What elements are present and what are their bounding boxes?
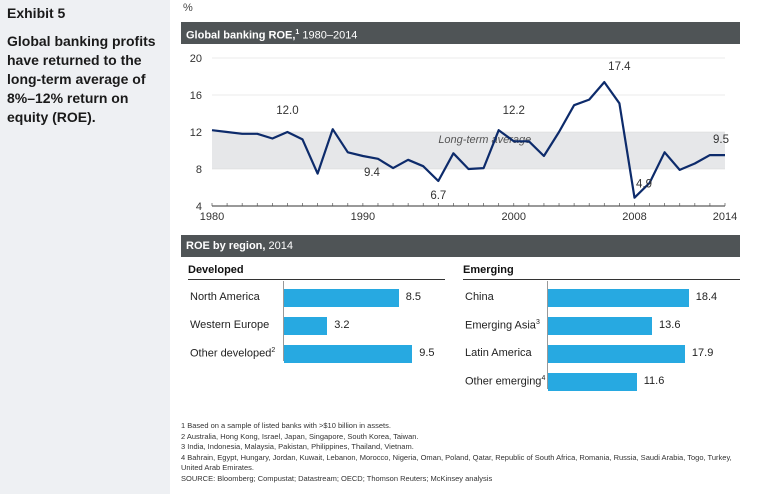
line-chart-title: Global banking ROE,	[186, 29, 296, 42]
band-label: Long-term average	[438, 134, 531, 146]
exhibit-sidebar: Exhibit 5 Global banking profits have re…	[0, 0, 170, 494]
y-tick-label: 16	[190, 90, 202, 102]
bar	[548, 373, 637, 391]
category-label: Latin America	[465, 347, 532, 359]
roe-line-chart: Long-term average 4 8 12 16 20 1980 1990 2000 200…	[190, 53, 737, 223]
category-name: China	[465, 291, 494, 303]
data-label: 12.2	[503, 105, 525, 117]
y-tick-label: 20	[190, 53, 202, 65]
category-name: Other emerging	[465, 375, 542, 388]
category-footnote-ref: 2	[271, 347, 276, 354]
bar-value-label: 17.9	[691, 347, 714, 359]
bar-chart-header: ROE by region, 2014	[181, 235, 740, 257]
emerging-heading: Emerging	[463, 264, 514, 276]
x-tick-label: 1980	[200, 211, 224, 223]
category-label: Other emerging4	[465, 375, 545, 388]
footnotes: 1 Based on a sample of listed banks with…	[181, 421, 741, 484]
bar-value-label: 13.6	[659, 319, 681, 331]
bar-chart-title: ROE by region,	[186, 240, 266, 252]
data-label: 12.0	[276, 105, 298, 117]
data-label: 4.9	[636, 179, 652, 191]
x-tick-label: 2008	[622, 211, 646, 223]
category-label: Western Europe	[190, 319, 269, 331]
data-label: 9.5	[713, 134, 729, 146]
bar-value-label: 3.2	[334, 319, 350, 331]
footnote-line: 1 Based on a sample of listed banks with…	[181, 421, 391, 430]
bar-value-label: 11.6	[643, 375, 665, 387]
line-chart-footnote-ref: 1	[295, 29, 300, 36]
data-label: 17.4	[608, 61, 631, 73]
category-name: Latin America	[465, 347, 532, 359]
bar	[284, 317, 328, 335]
category-label: Emerging Asia3	[465, 319, 540, 332]
emerging-divider	[463, 279, 740, 280]
y-tick-label: 8	[196, 164, 202, 176]
category-name: Emerging Asia	[465, 319, 536, 332]
bar	[284, 345, 413, 363]
category-name: North America	[190, 291, 260, 303]
y-tick-label: 12	[190, 127, 202, 139]
x-tick-label: 2014	[713, 211, 737, 223]
x-tick-label: 1990	[351, 211, 375, 223]
category-label: Other developed2	[190, 347, 275, 360]
developed-heading: Developed	[188, 264, 244, 276]
bar-axis-line	[547, 281, 548, 389]
bar-chart-range: 2014	[265, 240, 293, 252]
bar-value-label: 8.5	[405, 291, 422, 303]
exhibit-label: Exhibit 5	[7, 5, 66, 21]
bar	[284, 289, 399, 307]
roe-series-line	[211, 80, 725, 199]
category-name: Western Europe	[190, 319, 270, 331]
line-chart-range: 1980–2014	[299, 29, 358, 42]
bar-axis-line	[283, 281, 284, 361]
category-footnote-ref: 4	[541, 375, 546, 382]
footnote-line: SOURCE: Bloomberg; Compustat; Datastream…	[181, 473, 493, 483]
exhibit-headline: Global banking profits have returned to …	[7, 33, 156, 125]
bar-value-label: 9.5	[419, 347, 435, 359]
data-label: 6.7	[430, 190, 446, 202]
bar	[548, 345, 685, 363]
y-tick-label: 4	[196, 201, 202, 213]
bar	[548, 317, 653, 335]
category-label: North America	[190, 291, 260, 303]
bar	[548, 289, 689, 307]
data-label: 9.4	[364, 167, 381, 179]
line-chart-header: Global banking ROE,1 1980–2014	[181, 22, 740, 44]
developed-divider	[188, 279, 445, 280]
category-footnote-ref: 3	[535, 319, 540, 326]
footnote-line: 3 India, Indonesia, Malaysia, Pakistan, …	[181, 442, 414, 451]
footnote-line: 2 Australia, Hong Kong, Israel, Japan, S…	[181, 431, 419, 441]
unit-label: %	[183, 2, 193, 14]
bar-value-label: 18.4	[695, 291, 718, 303]
footnote-line: 4 Bahrain, Egypt, Hungary, Jordan, Kuwai…	[181, 452, 732, 473]
category-name: Other developed	[190, 347, 272, 360]
x-tick-label: 2000	[502, 211, 526, 223]
category-label: China	[465, 291, 494, 303]
